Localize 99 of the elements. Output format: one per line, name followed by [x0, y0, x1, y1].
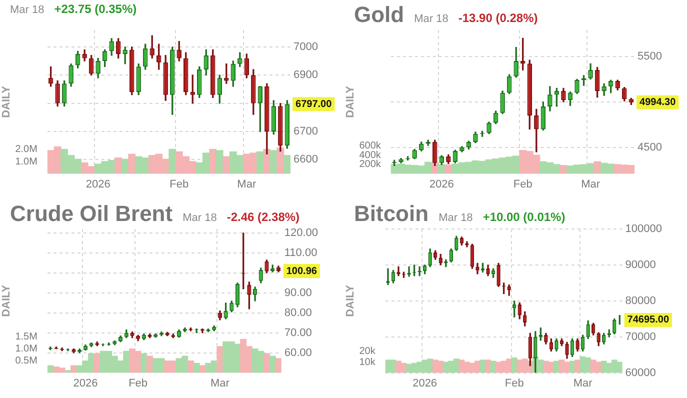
chart-title: Bitcoin: [354, 201, 429, 227]
bar: [444, 164, 452, 174]
x-tick-label: 2026: [86, 178, 110, 190]
candlestick: [507, 284, 511, 296]
candlestick: [224, 302, 228, 320]
bar: [554, 360, 560, 373]
y-tick-label: 6900: [294, 69, 318, 82]
text: 6797.00: [296, 98, 332, 110]
text: 4994.30: [640, 97, 676, 108]
text: +23.75 (0.35%): [54, 2, 137, 16]
y2-tick-label: 200k: [359, 159, 382, 170]
x-tick-label: Feb: [513, 178, 532, 190]
text: +10.00 (0.01%): [482, 210, 566, 224]
chart-subtitle: Mar 18: [10, 4, 44, 16]
y-tick-label: 90.00: [284, 286, 312, 299]
y2-axis-title: DAILY: [344, 85, 357, 118]
y2-axis-title: DAILY: [0, 284, 13, 317]
candlestick: [247, 282, 252, 310]
bar: [594, 161, 602, 174]
bar: [222, 156, 230, 174]
y2-axis-title: DAILY: [344, 284, 357, 317]
y-tick-label: 80.00: [284, 306, 312, 319]
candlestick: [576, 338, 580, 352]
y-tick-label: 60000: [625, 366, 656, 379]
candlestick: [549, 338, 554, 352]
y-tick-label: 70.00: [284, 326, 312, 339]
candlestick: [612, 318, 616, 334]
candlestick: [586, 320, 590, 339]
bar: [168, 148, 176, 174]
candlestick: [130, 332, 134, 338]
y2-tick-label: 10k: [359, 356, 376, 368]
x-tick-label: Mar: [237, 178, 256, 190]
text: 74695.00: [627, 314, 670, 326]
candlestick: [89, 342, 94, 348]
bar: [187, 360, 194, 373]
x-tick-label: Mar: [573, 377, 593, 390]
chart-title: Gold: [354, 2, 404, 28]
bar: [216, 346, 224, 373]
y2-tick-label: 400k: [359, 150, 382, 161]
text: -2.46 (2.38%): [226, 210, 300, 224]
y2-tick-label: 1.0M: [15, 344, 38, 355]
candlestick: [544, 332, 548, 344]
candlestick: [476, 262, 480, 274]
y2-tick-label: 1.5M: [15, 332, 38, 343]
y2-tick-label: 0.5M: [15, 356, 38, 367]
y-tick-label: 6600: [294, 154, 318, 166]
y-tick-label: 120.00: [284, 227, 318, 240]
text: 100.96: [286, 266, 318, 277]
text: -13.90 (0.28%): [458, 11, 538, 25]
candlestick: [486, 264, 490, 276]
candlestick: [554, 338, 558, 352]
y2-tick-label: 20k: [359, 346, 376, 358]
y-tick-label: 4500: [638, 141, 662, 154]
candlestick: [454, 236, 458, 251]
bar: [276, 148, 284, 174]
x-tick-label: 2026: [412, 377, 438, 390]
chart-title: Crude Oil Brent: [10, 201, 173, 227]
candlestick: [72, 348, 76, 354]
y-tick-label: 80000: [625, 294, 656, 307]
y-tick-label: 90000: [625, 258, 656, 271]
bar: [574, 360, 580, 373]
candlestick: [112, 340, 117, 346]
y2-axis-title: DAILY: [0, 85, 13, 118]
bar: [209, 148, 217, 174]
chart-subtitle: Mar 18: [182, 212, 217, 224]
bar: [216, 150, 224, 174]
candlestick: [565, 342, 569, 359]
candlestick: [518, 302, 522, 320]
y-tick-label: 100000: [625, 223, 662, 236]
x-tick-label: Mar: [581, 178, 600, 190]
candlestick: [434, 250, 438, 260]
y-tick-label: 7000: [294, 40, 318, 53]
bar: [485, 360, 491, 373]
y-tick-label: 110.00: [284, 247, 318, 259]
y-tick-label: 70000: [625, 330, 656, 343]
bar: [263, 353, 270, 373]
bar: [114, 157, 122, 174]
bar: [275, 358, 282, 373]
x-tick-label: Feb: [170, 178, 189, 190]
y-tick-label: 5500: [638, 50, 662, 62]
candlestick: [428, 248, 432, 268]
y2-tick-label: 600k: [359, 140, 382, 152]
x-tick-label: Feb: [128, 377, 148, 390]
y2-tick-label: 2.0M: [15, 144, 38, 155]
bar: [146, 356, 154, 373]
y2-tick-label: 1.0M: [15, 156, 38, 168]
chart-subtitle: Mar 18: [438, 212, 473, 224]
y-tick-label: 6700: [294, 126, 318, 138]
y-tick-label: 60.00: [284, 346, 312, 359]
bar: [283, 155, 291, 174]
bar: [140, 353, 148, 373]
bar: [128, 154, 136, 174]
x-tick-label: Mar: [210, 377, 230, 390]
x-tick-label: Feb: [504, 377, 524, 390]
candlestick: [496, 262, 500, 287]
chart-subtitle: Mar 18: [414, 13, 448, 25]
x-tick-label: 2026: [73, 377, 98, 390]
x-tick-label: 2026: [429, 178, 454, 190]
candlestick: [264, 260, 269, 274]
